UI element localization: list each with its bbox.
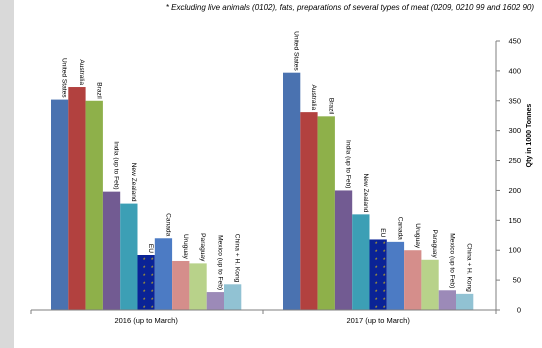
bar-2017-up-to-march-paraguay — [421, 259, 439, 310]
bar-2016-up-to-march-india-up-to-feb — [102, 191, 121, 310]
eu-flag-pattern — [137, 255, 155, 310]
bar-2016-up-to-march-united-states — [51, 99, 69, 311]
bar-label: United States — [61, 58, 68, 98]
bar-label: China + H. Kong — [234, 234, 241, 283]
bar-label: Australia — [78, 59, 85, 85]
bar-label: Uruguay — [182, 234, 189, 260]
bar-label: Brazil — [95, 82, 102, 99]
bar-label: Mexico (up to Feb) — [448, 233, 455, 288]
y-tick-label: 300 — [508, 126, 521, 135]
y-tick-label: 400 — [508, 66, 521, 75]
category-label: 2016 (up to March) — [114, 316, 178, 325]
bar-label: Canada — [396, 217, 403, 240]
y-tick-label: 200 — [508, 186, 521, 195]
bar-2017-up-to-march-brazil — [317, 116, 335, 310]
bar-label: Mexico (up to Feb) — [216, 235, 223, 290]
y-tick-label: 50 — [513, 276, 521, 285]
bar-2016-up-to-march-uruguay — [172, 260, 190, 310]
bar-2017-up-to-march-united-states — [283, 72, 301, 310]
chart-area: * Excluding live animals (0102), fats, p… — [14, 0, 542, 348]
y-tick-label: 250 — [508, 156, 521, 165]
bar-2016-up-to-march-china-h-kong — [224, 284, 242, 310]
bar-2016-up-to-march-mexico-up-to-feb — [206, 292, 224, 310]
bar-label: China + H. Kong — [466, 243, 473, 292]
y-axis-title: Qty in 1000 Tonnes — [526, 104, 533, 168]
bar-label: Paraguay — [199, 233, 206, 262]
footnote: * Excluding live animals (0102), fats, p… — [165, 3, 534, 12]
bar-label: Uruguay — [414, 223, 421, 249]
category-label: 2017 (up to March) — [346, 316, 410, 325]
bar-label: Paraguay — [431, 230, 438, 259]
bar-label: EU — [379, 228, 386, 237]
bar-2016-up-to-march-canada — [154, 238, 173, 310]
bar-2016-up-to-march-new-zealand — [120, 203, 138, 310]
bar-2016-up-to-march-australia — [68, 87, 86, 310]
bar-2016-up-to-march-brazil — [85, 100, 103, 311]
bar-label: Australia — [310, 84, 317, 110]
bar-2017-up-to-march-india-up-to-feb — [334, 190, 353, 310]
y-tick-label: 100 — [508, 246, 521, 255]
axes-layer: 2016 (up to March) 2017 (up to March) 0 50 1… — [30, 37, 533, 325]
y-tick-label: 0 — [517, 306, 521, 315]
bars-layer — [51, 72, 474, 311]
bar-label: United States — [293, 31, 300, 71]
y-tick-label: 350 — [508, 96, 521, 105]
bar-label: India (up to Feb) — [345, 140, 352, 188]
bar-label: India (up to Feb) — [113, 141, 120, 189]
left-border-strip — [0, 0, 15, 348]
y-tick-label: 450 — [508, 37, 521, 46]
bar-2017-up-to-march-australia — [300, 112, 318, 310]
bar-label: Brazil — [327, 98, 334, 115]
bar-2017-up-to-march-mexico-up-to-feb — [438, 290, 456, 310]
bar-2017-up-to-march-new-zealand — [352, 214, 370, 310]
bar-label: New Zealand — [130, 163, 137, 202]
eu-flag-pattern — [369, 239, 387, 310]
bar-labels-layer: United States Australia Brazil India (up to… — [61, 31, 473, 292]
bar-label: EU — [147, 244, 154, 253]
bar-2017-up-to-march-china-h-kong — [456, 293, 474, 310]
y-tick-label: 150 — [508, 216, 521, 225]
bar-2017-up-to-march-canada — [386, 241, 405, 310]
bar-2016-up-to-march-paraguay — [189, 263, 207, 310]
bar-label: Canada — [164, 213, 171, 236]
bar-label: New Zealand — [362, 173, 369, 212]
bar-2017-up-to-march-uruguay — [404, 250, 422, 310]
